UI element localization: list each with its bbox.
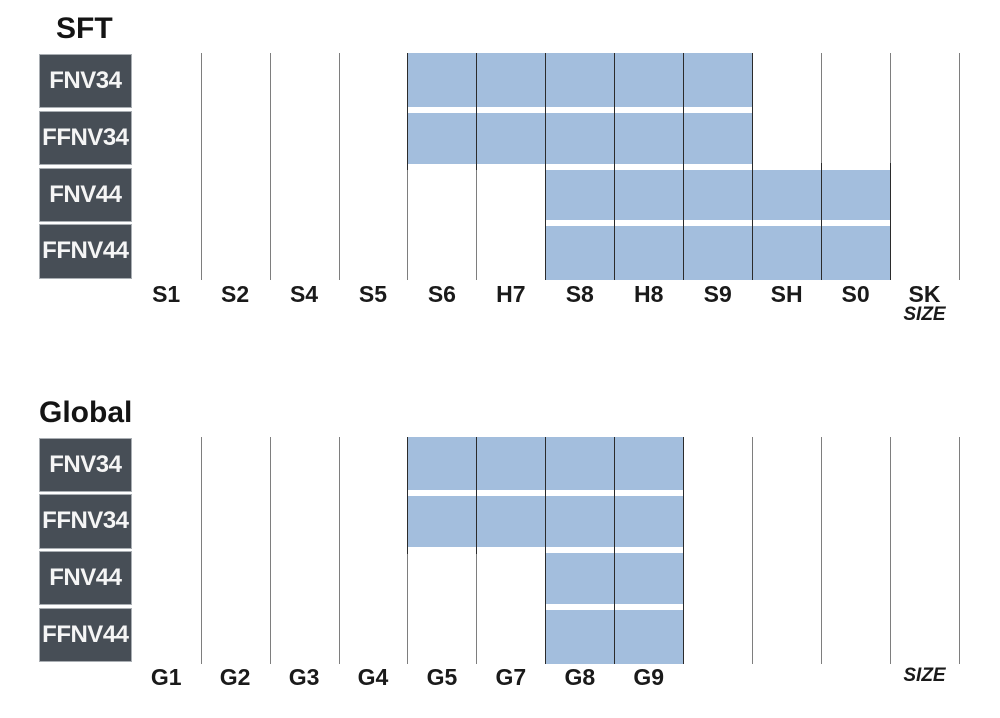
gridline-dark-segment [821,219,823,280]
gridline-dark-segment [545,53,547,114]
gridline-dark-segment [476,106,478,170]
gridline-dark-segment [683,546,685,611]
gridline-dark-segment [683,53,685,114]
size-label-s1: S1 [152,281,181,307]
gridline-dark-segment [614,163,616,227]
size-label-h7: H7 [496,281,526,307]
gridline-dark-segment [683,489,685,554]
gridline-dark-segment [683,163,685,227]
size-label-s8: S8 [565,281,594,307]
size-label-h8: H8 [634,281,664,307]
gridline-dark-segment [683,219,685,280]
gridline-dark-segment [683,603,685,664]
size-label-g9: G9 [633,664,665,690]
row-label-ffnv34: FFNV34 [39,494,132,549]
gridline-dark-segment [614,546,616,611]
gridline-dark-segment [476,489,478,554]
bar-row-separator [131,490,959,497]
size-label-g7: G7 [495,664,527,690]
size-axis-label: SIZE [903,665,946,686]
size-range-bar-fnv34 [407,53,753,110]
gridline-dark-segment [614,436,616,497]
gridline [958,436,960,664]
size-label-s0: S0 [841,281,870,307]
size-label-s5: S5 [358,281,388,307]
gridline-dark-segment [752,106,754,170]
size-range-bar-ffnv44 [545,223,891,280]
size-label-s9: S9 [703,281,732,307]
size-label-g5: G5 [426,664,458,690]
row-label-fnv44: FNV44 [39,167,132,222]
gridline-dark-segment [614,603,616,664]
gridline [338,436,340,664]
row-label-fnv34: FNV34 [39,54,132,109]
gridline-dark-segment [614,219,616,280]
row-label-ffnv44: FFNV44 [39,607,132,663]
bar-row-separator [131,547,959,553]
gridline-dark-segment [407,106,409,170]
gridline [338,53,340,280]
gridline-dark-segment [407,436,409,497]
gridline-dark-segment [545,603,547,664]
size-axis-label: SIZE [903,303,946,325]
row-label-ffnv44: FFNV44 [39,224,132,279]
row-label-ffnv34: FFNV34 [39,110,132,166]
gridline-dark-segment [614,489,616,554]
size-label-sh: SH [770,281,803,307]
size-label-g4: G4 [357,664,389,690]
gridline-dark-segment [545,436,547,497]
gridline-dark-segment [890,219,892,280]
global-chart-title: Global [39,396,133,429]
gridline [269,436,271,664]
gridline [200,53,202,280]
gridline-dark-segment [476,53,478,114]
gridline-dark-segment [545,546,547,611]
gridline [821,436,823,664]
size-label-g2: G2 [219,664,251,690]
size-range-bar-fnv44 [545,166,891,224]
gridline-dark-segment [545,489,547,554]
size-label-s4: S4 [289,281,319,307]
gridline-dark-segment [890,163,892,227]
gridline-dark-segment [752,53,754,114]
size-label-sk: SK [908,281,941,307]
bar-row-separator [131,163,959,170]
gridline-dark-segment [752,219,754,280]
gridline [890,436,892,664]
gridline-dark-segment [683,106,685,170]
gridline-dark-segment [683,436,685,497]
gridline-dark-segment [614,106,616,170]
gridline-dark-segment [545,219,547,280]
gridline-dark-segment [476,436,478,497]
gridline-dark-segment [407,489,409,554]
gridline-dark-segment [545,163,547,227]
gridline-dark-segment [821,163,823,227]
gridline-dark-segment [545,106,547,170]
gridline [200,436,202,664]
size-label-g3: G3 [288,664,320,690]
gridline-dark-segment [752,163,754,227]
gridline-dark-segment [407,53,409,114]
size-range-bar-ffnv34 [407,109,753,167]
size-label-g8: G8 [564,664,596,690]
size-label-s2: S2 [221,281,250,307]
gridline [958,53,960,280]
gridline [752,436,754,664]
gridline-dark-segment [614,53,616,114]
bar-row-separator [131,603,959,610]
row-label-fnv34: FNV34 [39,437,132,492]
sft-chart-title: SFT [56,12,113,45]
row-label-fnv44: FNV44 [39,551,132,606]
bar-row-separator [131,220,959,227]
size-label-s6: S6 [427,281,456,307]
bar-row-separator [131,106,959,113]
size-label-g1: G1 [150,664,182,690]
gridline [269,53,271,280]
